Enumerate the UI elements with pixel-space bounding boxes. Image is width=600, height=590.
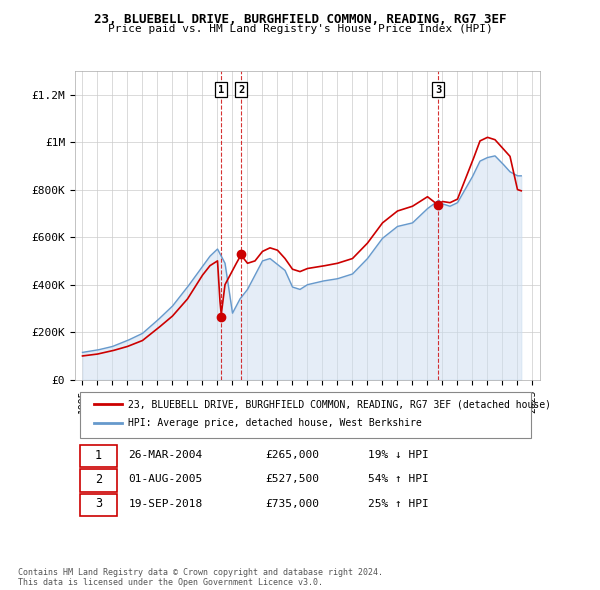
Text: Contains HM Land Registry data © Crown copyright and database right 2024.
This d: Contains HM Land Registry data © Crown c… [18,568,383,587]
Text: 23, BLUEBELL DRIVE, BURGHFIELD COMMON, READING, RG7 3EF (detached house): 23, BLUEBELL DRIVE, BURGHFIELD COMMON, R… [128,399,551,409]
Text: 3: 3 [95,497,102,510]
Text: 3: 3 [435,85,441,95]
Text: 26-MAR-2004: 26-MAR-2004 [128,450,203,460]
Text: Price paid vs. HM Land Registry's House Price Index (HPI): Price paid vs. HM Land Registry's House … [107,24,493,34]
Text: 19-SEP-2018: 19-SEP-2018 [128,499,203,509]
Text: 2: 2 [95,473,102,486]
Text: 1: 1 [95,449,102,462]
Text: £265,000: £265,000 [266,450,320,460]
Text: 1: 1 [218,85,224,95]
Text: 23, BLUEBELL DRIVE, BURGHFIELD COMMON, READING, RG7 3EF: 23, BLUEBELL DRIVE, BURGHFIELD COMMON, R… [94,13,506,26]
Text: 2: 2 [238,85,244,95]
Text: 19% ↓ HPI: 19% ↓ HPI [368,450,428,460]
Text: 25% ↑ HPI: 25% ↑ HPI [368,499,428,509]
Text: £527,500: £527,500 [266,474,320,484]
FancyBboxPatch shape [80,392,531,438]
FancyBboxPatch shape [80,494,117,516]
Text: 01-AUG-2005: 01-AUG-2005 [128,474,203,484]
FancyBboxPatch shape [80,470,117,491]
Text: HPI: Average price, detached house, West Berkshire: HPI: Average price, detached house, West… [128,418,422,428]
Text: 54% ↑ HPI: 54% ↑ HPI [368,474,428,484]
Text: £735,000: £735,000 [266,499,320,509]
FancyBboxPatch shape [80,445,117,467]
